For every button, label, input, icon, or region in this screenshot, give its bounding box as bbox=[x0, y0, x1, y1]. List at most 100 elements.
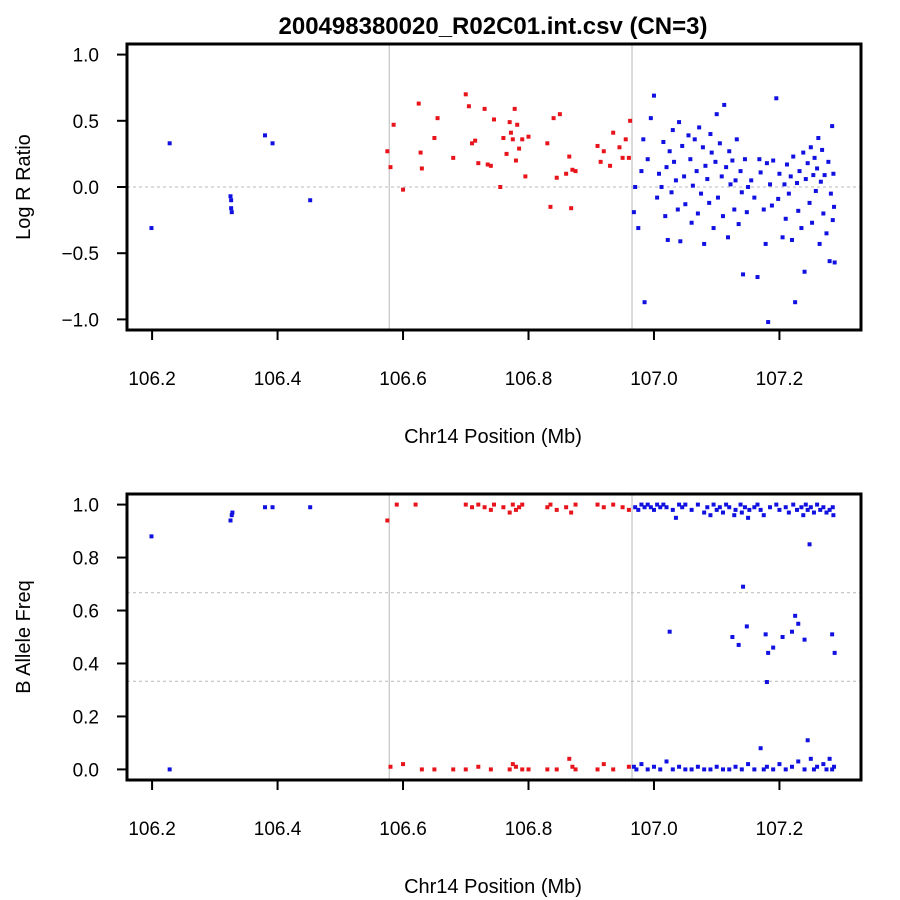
data-point bbox=[784, 162, 789, 167]
data-point bbox=[811, 173, 816, 178]
data-point bbox=[512, 106, 517, 111]
data-point bbox=[733, 178, 738, 183]
data-point bbox=[708, 767, 713, 772]
y-tick-label: 0.6 bbox=[73, 602, 99, 623]
data-point bbox=[416, 101, 421, 106]
data-point bbox=[705, 505, 710, 510]
data-point bbox=[661, 139, 666, 144]
x-tick-label: 106.8 bbox=[505, 369, 553, 390]
data-point bbox=[705, 177, 710, 182]
data-point bbox=[508, 130, 513, 135]
data-point bbox=[714, 507, 719, 512]
data-point bbox=[648, 116, 653, 121]
data-point bbox=[476, 764, 481, 769]
data-point bbox=[645, 157, 650, 162]
data-point bbox=[780, 235, 785, 240]
data-point bbox=[739, 190, 744, 195]
data-point bbox=[803, 177, 808, 182]
data-point bbox=[567, 756, 572, 761]
data-point bbox=[573, 767, 578, 772]
data-point bbox=[730, 158, 735, 163]
data-point bbox=[764, 161, 769, 166]
data-point bbox=[645, 767, 650, 772]
data-point bbox=[504, 151, 509, 156]
data-point bbox=[498, 185, 503, 189]
data-point bbox=[695, 502, 700, 507]
x-tick-label: 107.2 bbox=[756, 369, 804, 390]
data-point bbox=[611, 130, 616, 135]
data-point bbox=[573, 169, 578, 174]
data-point bbox=[476, 502, 481, 507]
data-point bbox=[639, 169, 644, 174]
data-point bbox=[711, 226, 716, 231]
data-point bbox=[548, 204, 553, 209]
data-point bbox=[719, 174, 724, 179]
data-point bbox=[507, 120, 512, 125]
data-point bbox=[570, 167, 575, 172]
data-point bbox=[230, 510, 235, 515]
data-point bbox=[707, 200, 712, 205]
data-point bbox=[818, 507, 823, 512]
data-point bbox=[747, 507, 752, 512]
data-point bbox=[626, 507, 631, 512]
data-point bbox=[520, 137, 525, 142]
data-point bbox=[554, 175, 559, 180]
data-point bbox=[620, 155, 625, 160]
data-point bbox=[677, 764, 682, 769]
y-tick-label: 0.0 bbox=[73, 178, 99, 199]
data-point bbox=[608, 163, 613, 168]
data-point bbox=[816, 136, 821, 141]
data-point bbox=[830, 124, 835, 129]
data-point bbox=[388, 764, 393, 769]
data-point bbox=[830, 505, 835, 510]
data-point bbox=[229, 206, 234, 211]
data-point bbox=[796, 208, 801, 213]
data-point bbox=[470, 141, 475, 146]
data-point bbox=[764, 764, 769, 769]
data-point bbox=[669, 190, 674, 195]
data-point bbox=[709, 150, 714, 155]
data-point bbox=[830, 218, 835, 223]
data-point bbox=[780, 635, 785, 639]
data-point bbox=[482, 106, 487, 111]
data-point bbox=[702, 510, 707, 515]
data-point bbox=[812, 155, 817, 160]
data-point bbox=[724, 165, 729, 170]
data-point bbox=[727, 505, 732, 510]
data-point bbox=[832, 260, 837, 265]
data-point bbox=[513, 764, 518, 769]
x-axis-label: Chr14 Position (Mb) bbox=[404, 426, 582, 448]
y-tick-label: 0.2 bbox=[73, 707, 99, 728]
data-point bbox=[517, 146, 522, 151]
data-point bbox=[777, 171, 782, 176]
data-point bbox=[720, 214, 725, 219]
data-point bbox=[824, 767, 829, 772]
data-point bbox=[263, 133, 268, 138]
data-point bbox=[796, 759, 801, 764]
data-point bbox=[631, 210, 636, 215]
data-point bbox=[821, 505, 826, 510]
x-tick-label: 106.2 bbox=[128, 369, 176, 390]
data-point bbox=[688, 157, 693, 162]
data-point bbox=[515, 122, 520, 127]
data-point bbox=[761, 207, 766, 212]
x-tick-label: 107.0 bbox=[630, 819, 678, 840]
data-point bbox=[680, 505, 685, 510]
data-point bbox=[827, 259, 832, 264]
data-point bbox=[677, 502, 682, 507]
data-point bbox=[722, 102, 727, 107]
x-tick-label: 106.6 bbox=[379, 369, 427, 390]
y-tick-label: −1.0 bbox=[61, 310, 99, 331]
data-point bbox=[683, 767, 688, 772]
data-point bbox=[513, 158, 518, 163]
data-point bbox=[641, 137, 646, 142]
data-point bbox=[733, 764, 738, 769]
data-point bbox=[617, 145, 622, 150]
data-point bbox=[797, 169, 802, 174]
data-point bbox=[689, 220, 694, 225]
data-point bbox=[523, 174, 528, 179]
data-point bbox=[228, 194, 233, 199]
data-point bbox=[801, 513, 806, 518]
data-point bbox=[793, 613, 798, 618]
data-point bbox=[807, 200, 812, 205]
